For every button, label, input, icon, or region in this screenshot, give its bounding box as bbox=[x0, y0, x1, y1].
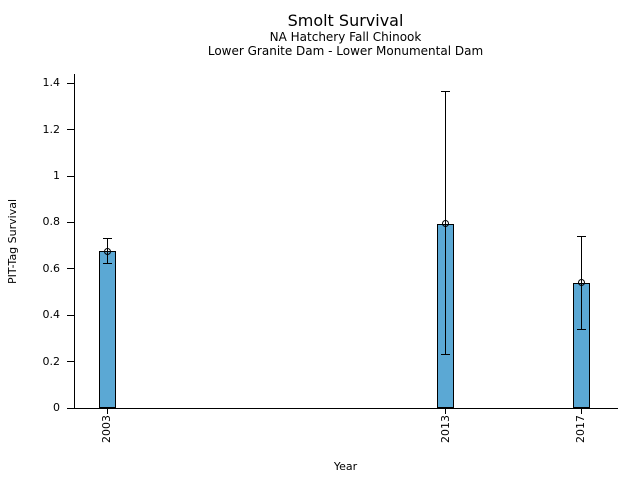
y-tick-label: 1.2 bbox=[42, 122, 61, 136]
error-bar-cap-bottom bbox=[102, 262, 112, 264]
y-tick bbox=[67, 129, 74, 131]
y-tick-label: 0.6 bbox=[42, 261, 61, 275]
y-tick-label: 1.4 bbox=[42, 76, 61, 90]
y-tick bbox=[67, 175, 74, 177]
y-tick bbox=[67, 82, 74, 84]
plot-area bbox=[74, 74, 618, 409]
y-tick bbox=[67, 221, 74, 223]
chart-title: Smolt Survival bbox=[287, 11, 404, 30]
error-bar-cap-bottom bbox=[576, 328, 586, 330]
x-axis-label: Year bbox=[333, 460, 358, 473]
x-tick-label: 2017 bbox=[574, 415, 588, 443]
point-marker bbox=[577, 279, 585, 287]
y-tick bbox=[67, 407, 74, 409]
x-tick bbox=[580, 408, 582, 414]
y-tick bbox=[67, 314, 74, 316]
x-tick-label: 2013 bbox=[438, 415, 452, 443]
x-tick-label: 2003 bbox=[100, 415, 114, 443]
y-tick-label: 0 bbox=[53, 401, 60, 414]
y-tick bbox=[67, 268, 74, 270]
chart-subtitle-reach: Lower Granite Dam - Lower Monumental Dam bbox=[207, 44, 484, 58]
y-tick-label: 0.4 bbox=[42, 308, 61, 322]
y-tick-label: 1 bbox=[53, 169, 60, 183]
error-bar-cap-top bbox=[102, 238, 112, 240]
y-tick bbox=[67, 361, 74, 363]
chart-subtitle-stock: NA Hatchery Fall Chinook bbox=[269, 30, 422, 44]
x-tick bbox=[445, 408, 447, 414]
point-marker bbox=[103, 247, 111, 255]
error-bar-cap-top bbox=[576, 235, 586, 237]
error-bar-cap-bottom bbox=[441, 354, 451, 356]
point-marker bbox=[442, 220, 450, 228]
y-tick-label: 0.2 bbox=[42, 354, 61, 368]
bar bbox=[98, 251, 116, 408]
y-tick-label: 0.8 bbox=[42, 215, 61, 229]
x-tick bbox=[106, 408, 108, 414]
error-bar-cap-top bbox=[441, 90, 451, 92]
